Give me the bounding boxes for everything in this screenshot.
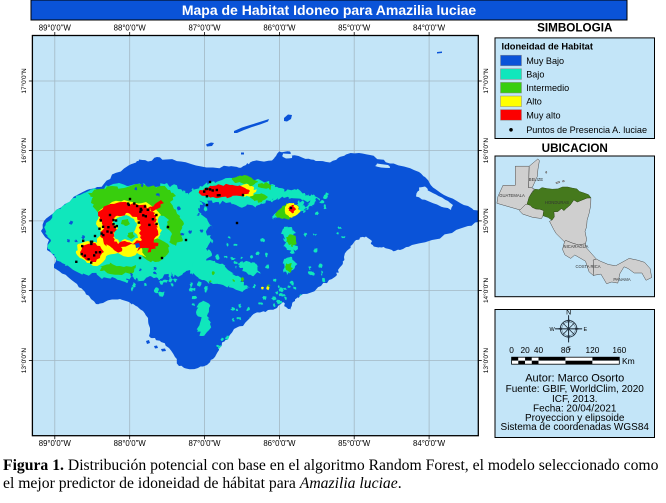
svg-text:Autor: Marco Osorto: Autor: Marco Osorto <box>525 372 624 384</box>
svg-text:14°0'0"N: 14°0'0"N <box>20 277 28 303</box>
svg-text:N: N <box>566 309 571 316</box>
svg-text:80: 80 <box>561 345 571 355</box>
svg-text:84°0'0"W: 84°0'0"W <box>413 24 446 33</box>
svg-text:NICARAGUA: NICARAGUA <box>564 244 589 249</box>
svg-text:85°0'0"W: 85°0'0"W <box>338 24 371 33</box>
svg-text:13°0'0"N: 13°0'0"N <box>482 348 490 374</box>
svg-text:Sistema de coordenadas WGS84: Sistema de coordenadas WGS84 <box>501 422 650 433</box>
svg-text:15°0'0"N: 15°0'0"N <box>20 208 28 234</box>
svg-text:86°0'0"W: 86°0'0"W <box>263 439 296 448</box>
svg-text:Mapa de Habitat Idoneo para Am: Mapa de Habitat Idoneo para Amazilia luc… <box>182 2 477 18</box>
svg-text:BELIZE: BELIZE <box>529 177 544 182</box>
svg-text:E: E <box>583 327 587 333</box>
svg-text:87°0'0"W: 87°0'0"W <box>188 24 221 33</box>
svg-text:120: 120 <box>585 345 599 355</box>
svg-text:16°0'0"N: 16°0'0"N <box>482 138 490 164</box>
svg-text:Alto: Alto <box>526 97 542 107</box>
svg-text:Proyeccion y elipsoide: Proyeccion y elipsoide <box>525 413 625 424</box>
svg-text:16°0'0"N: 16°0'0"N <box>20 138 28 164</box>
svg-text:Puntos de Presencia A. luciae: Puntos de Presencia A. luciae <box>526 125 647 135</box>
svg-text:86°0'0"W: 86°0'0"W <box>263 24 296 33</box>
svg-text:Muy Bajo: Muy Bajo <box>526 56 564 66</box>
svg-text:89°0'0"W: 89°0'0"W <box>39 439 72 448</box>
svg-text:Km: Km <box>622 356 635 366</box>
svg-text:PANAMA: PANAMA <box>613 277 631 282</box>
svg-text:GUATEMALA: GUATEMALA <box>499 193 525 198</box>
svg-text:88°0'0"W: 88°0'0"W <box>114 439 147 448</box>
svg-text:17°0'0"N: 17°0'0"N <box>482 68 490 94</box>
svg-text:160: 160 <box>612 345 626 355</box>
svg-text:SIMBOLOGIA: SIMBOLOGIA <box>537 22 613 35</box>
svg-text:ICF, 2013.: ICF, 2013. <box>552 394 598 405</box>
svg-text:20: 20 <box>520 345 530 355</box>
svg-text:13°0'0"N: 13°0'0"N <box>20 348 28 374</box>
svg-text:0: 0 <box>509 345 514 355</box>
svg-text:Fuente: GBIF, WorldClim, 2020: Fuente: GBIF, WorldClim, 2020 <box>506 384 645 395</box>
svg-text:40: 40 <box>534 345 544 355</box>
svg-text:S: S <box>567 346 571 352</box>
svg-text:Intermedio: Intermedio <box>526 83 569 93</box>
svg-text:88°0'0"W: 88°0'0"W <box>114 24 147 33</box>
svg-text:Bajo: Bajo <box>526 70 544 80</box>
svg-text:HONDURAS: HONDURAS <box>545 200 569 205</box>
svg-text:W: W <box>549 327 555 333</box>
svg-text:84°0'0"W: 84°0'0"W <box>413 439 446 448</box>
svg-text:COSTA RICA: COSTA RICA <box>575 264 600 269</box>
svg-text:UBICACION: UBICACION <box>542 142 608 155</box>
svg-text:17°0'0"N: 17°0'0"N <box>20 68 28 94</box>
svg-text:14°0'0"N: 14°0'0"N <box>482 277 490 303</box>
svg-text:87°0'0"W: 87°0'0"W <box>188 439 221 448</box>
svg-text:Idoneidad de Habitat: Idoneidad de Habitat <box>502 42 593 52</box>
svg-text:89°0'0"W: 89°0'0"W <box>39 24 72 33</box>
svg-text:15°0'0"N: 15°0'0"N <box>482 208 490 234</box>
svg-text:Muy alto: Muy alto <box>526 110 560 120</box>
svg-text:Fecha: 20/04/2021: Fecha: 20/04/2021 <box>533 403 617 414</box>
svg-text:85°0'0"W: 85°0'0"W <box>338 439 371 448</box>
